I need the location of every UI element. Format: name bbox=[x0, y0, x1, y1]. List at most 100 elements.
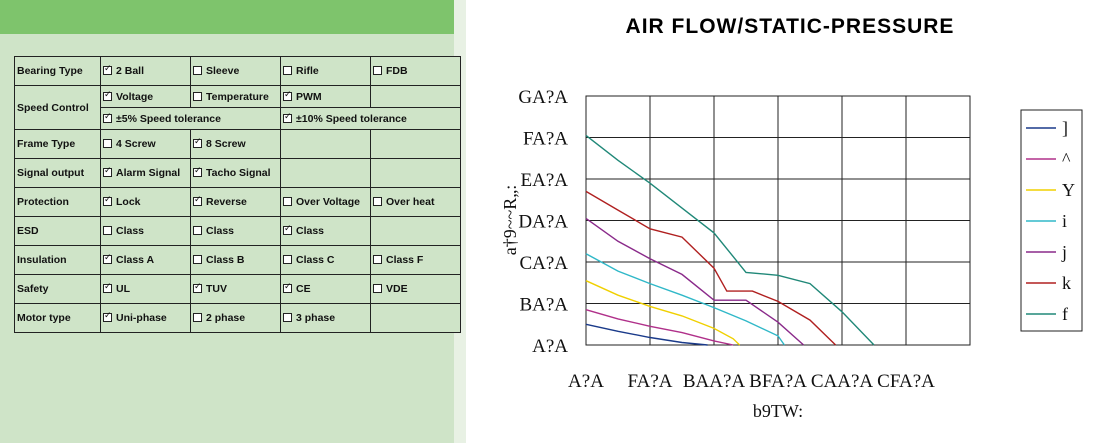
unchecked-checkbox-icon bbox=[283, 313, 292, 322]
spec-cell bbox=[370, 303, 461, 333]
spec-cell: Class A bbox=[100, 245, 191, 275]
spec-option-label: Class F bbox=[386, 254, 424, 266]
spec-row-label: Bearing Type bbox=[14, 56, 101, 86]
legend-label: i bbox=[1062, 211, 1067, 231]
x-tick-label: A?A bbox=[568, 371, 604, 392]
unchecked-checkbox-icon bbox=[103, 139, 112, 148]
unchecked-checkbox-icon bbox=[373, 284, 382, 293]
spec-cell: Rifle bbox=[280, 56, 371, 86]
checked-checkbox-icon bbox=[103, 64, 112, 75]
y-axis-label: a†9~~R„: bbox=[500, 185, 520, 255]
airflow-pressure-chart: AIR FLOW/STATIC-PRESSURE A?A BA?A CA?A DA?A… bbox=[500, 15, 1083, 421]
unchecked-checkbox-icon bbox=[373, 255, 382, 264]
series-line bbox=[585, 309, 734, 346]
spec-row-label: Protection bbox=[14, 187, 101, 217]
spec-cell: Temperature bbox=[190, 85, 281, 108]
spec-cell bbox=[370, 158, 461, 188]
series-line bbox=[585, 280, 741, 346]
spec-row-label: Frame Type bbox=[14, 129, 101, 159]
spec-row: Bearing Type 2 Ball Sleeve Rifle FDB bbox=[14, 56, 461, 86]
series-line bbox=[585, 190, 837, 346]
spec-option-label: Sleeve bbox=[206, 65, 240, 77]
spec-option-label: Over heat bbox=[386, 196, 435, 208]
spec-row: ESD Class Class Class bbox=[14, 216, 461, 246]
x-tick-label: FA?A bbox=[627, 371, 672, 392]
unchecked-checkbox-icon bbox=[193, 313, 202, 322]
legend-label: j bbox=[1061, 242, 1067, 262]
checked-checkbox-icon bbox=[283, 224, 292, 235]
y-tick-label: A?A bbox=[532, 336, 568, 357]
spec-row-label: Signal output bbox=[14, 158, 101, 188]
legend-label: Y bbox=[1062, 180, 1075, 200]
spec-row-label: Safety bbox=[14, 274, 101, 304]
y-tick-label: GA?A bbox=[518, 87, 568, 108]
y-tick-label: EA?A bbox=[521, 170, 569, 191]
y-tick-label: CA?A bbox=[519, 253, 568, 274]
spec-cell: VDE bbox=[370, 274, 461, 304]
unchecked-checkbox-icon bbox=[283, 255, 292, 264]
spec-option-label: Over Voltage bbox=[296, 196, 360, 208]
checked-checkbox-icon bbox=[193, 195, 202, 206]
spec-option-label: Uni-phase bbox=[116, 312, 167, 324]
spec-option-label: Class bbox=[296, 225, 325, 237]
spec-option-label: Class A bbox=[116, 254, 155, 266]
series-lines bbox=[585, 134, 875, 346]
checked-checkbox-icon bbox=[103, 166, 112, 177]
checked-checkbox-icon bbox=[103, 311, 112, 322]
spec-row: Safety UL TUV CE VDE bbox=[14, 274, 461, 304]
unchecked-checkbox-icon bbox=[373, 66, 382, 75]
spec-option-label: PWM bbox=[296, 90, 322, 103]
spec-cell: 3 phase bbox=[280, 303, 371, 333]
spec-cell: 8 Screw bbox=[190, 129, 281, 159]
spec-option-label: Temperature bbox=[206, 90, 269, 103]
spec-row-label: ESD bbox=[14, 216, 101, 246]
series-line bbox=[585, 217, 805, 346]
x-tick-label: BAA?A bbox=[683, 371, 746, 392]
spec-option-label: TUV bbox=[206, 283, 227, 295]
spec-cell: 2 Ball bbox=[100, 56, 191, 86]
spec-cell: Class C bbox=[280, 245, 371, 275]
checked-checkbox-icon bbox=[283, 282, 292, 293]
spec-panel-header bbox=[0, 0, 454, 34]
x-tick-labels: A?A FA?A BAA?A BFA?A CAA?A CFA?A bbox=[568, 371, 935, 392]
checked-checkbox-icon bbox=[283, 90, 292, 101]
x-tick-label: BFA?A bbox=[749, 371, 807, 392]
checked-checkbox-icon bbox=[193, 282, 202, 293]
spec-cell: Sleeve bbox=[190, 56, 281, 86]
spec-cell bbox=[370, 85, 461, 108]
x-axis-label: b9TW: bbox=[753, 401, 803, 421]
spec-option-label: CE bbox=[296, 283, 311, 295]
spec-cell: Alarm Signal bbox=[100, 158, 191, 188]
unchecked-checkbox-icon bbox=[373, 197, 382, 206]
unchecked-checkbox-icon bbox=[283, 197, 292, 206]
spec-cell: Lock bbox=[100, 187, 191, 217]
series-line bbox=[585, 253, 785, 346]
spec-cell: 2 phase bbox=[190, 303, 281, 333]
spec-option-label: VDE bbox=[386, 283, 408, 295]
spec-cell: Class F bbox=[370, 245, 461, 275]
spec-cell: UL bbox=[100, 274, 191, 304]
chart-title: AIR FLOW/STATIC-PRESSURE bbox=[626, 15, 955, 38]
unchecked-checkbox-icon bbox=[193, 91, 202, 101]
legend-label: ] bbox=[1062, 118, 1068, 138]
spec-cell: Over Voltage bbox=[280, 187, 371, 217]
spec-option-label: Lock bbox=[116, 196, 141, 208]
spec-option-label: Class bbox=[116, 225, 145, 237]
spec-row-label: Insulation bbox=[14, 245, 101, 275]
spec-row: Insulation Class A Class B Class C Class F bbox=[14, 245, 461, 275]
spec-row-label: Speed Control bbox=[14, 85, 101, 130]
spec-row: Protection Lock Reverse Over Voltage Over he… bbox=[14, 187, 461, 217]
checked-checkbox-icon bbox=[103, 195, 112, 206]
spec-cell: Over heat bbox=[370, 187, 461, 217]
spec-option-label: 3 phase bbox=[296, 312, 336, 324]
spec-option-label: Rifle bbox=[296, 65, 319, 77]
spec-option-label: ±10% Speed tolerance bbox=[296, 112, 407, 125]
legend-label: ^ bbox=[1062, 149, 1071, 169]
unchecked-checkbox-icon bbox=[193, 226, 202, 235]
spec-cell: TUV bbox=[190, 274, 281, 304]
checked-checkbox-icon bbox=[103, 282, 112, 293]
spec-cell: Class bbox=[280, 216, 371, 246]
spec-cell: Class bbox=[100, 216, 191, 246]
y-tick-label: BA?A bbox=[519, 295, 568, 316]
